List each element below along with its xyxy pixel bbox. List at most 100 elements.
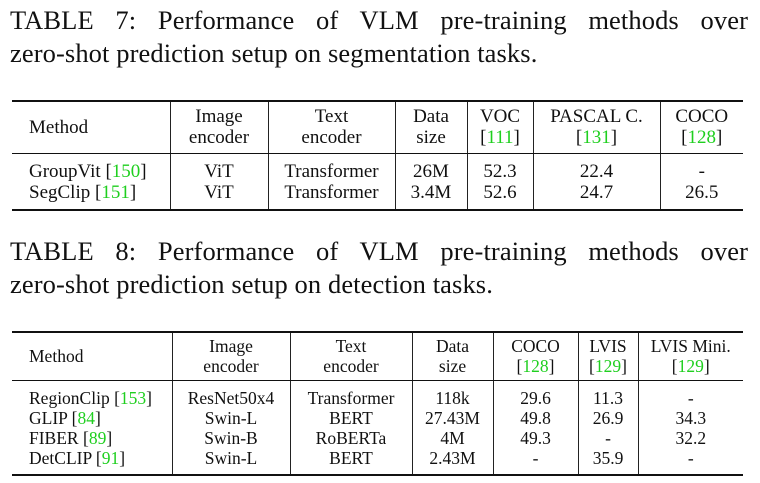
- citation-number: 131: [582, 127, 611, 149]
- header-text: Text: [314, 106, 349, 128]
- table-cell: BERT: [289, 447, 412, 475]
- citation-number: 129: [677, 356, 704, 377]
- table-cell: Transformer: [267, 181, 395, 210]
- column-header: Method: [12, 101, 170, 154]
- method-name: GroupVit: [29, 160, 101, 182]
- caption-line: TABLE 7: Performance of VLM pre-training…: [10, 5, 748, 35]
- method-cell: GroupVit [150]: [12, 153, 170, 182]
- citation-number: 129: [594, 356, 622, 377]
- table-cell: 24.7: [532, 181, 660, 210]
- table-cell: ViT: [169, 181, 268, 210]
- table-cell: 22.4: [532, 153, 660, 182]
- header-text: COCO: [511, 336, 560, 357]
- header-text: Data: [435, 336, 470, 357]
- method-name: SegClip: [29, 181, 91, 203]
- header-row: Method Image encoder Text encoder Data size COC…: [12, 332, 743, 381]
- column-header: COCO [128]: [492, 332, 578, 381]
- table-cell: -: [637, 447, 743, 475]
- column-header: LVIS [129]: [577, 332, 638, 381]
- header-text: encoder: [301, 127, 362, 149]
- table-cell: Swin-L: [171, 447, 290, 475]
- table-cell: Transformer: [289, 380, 412, 408]
- citation: [131]: [575, 127, 618, 149]
- table-row: DetCLIP [91] Swin-L BERT 2.43M -35.9-: [12, 447, 743, 475]
- header-text: size: [438, 356, 467, 377]
- column-header: Data size: [394, 101, 467, 154]
- table-cell: 49.3: [492, 427, 578, 448]
- caption-line: zero-shot prediction setup on detection …: [10, 269, 493, 299]
- column-header: Text encoder: [289, 332, 412, 381]
- table-cell: RoBERTa: [289, 427, 412, 448]
- header-row: Method Image encoder Text encoder Data size VOC…: [12, 101, 743, 154]
- table-cell: 32.2: [637, 427, 743, 448]
- column-header: LVIS Mini. [129]: [637, 332, 743, 381]
- citation: [128]: [681, 127, 723, 149]
- table-row: SegClip [151] ViT Transformer 3.4M 52.6 24.7 2…: [12, 181, 743, 210]
- table-cell: 26.9: [577, 407, 638, 428]
- citation: [153]: [114, 387, 152, 408]
- citation: [128]: [516, 356, 555, 377]
- header-text: LVIS: [589, 336, 627, 357]
- table-row: GroupVit [150] ViT Transformer 26M 52.3 22.4-: [12, 153, 743, 182]
- table-cell: Transformer: [267, 153, 395, 182]
- citation-number: 89: [88, 427, 107, 448]
- method-cell: SegClip [151]: [12, 182, 170, 210]
- table-cell: 4M: [411, 427, 493, 448]
- header-text: encoder: [203, 356, 259, 377]
- table-8-caption: TABLE 8: Performance of VLM pre-training…: [10, 235, 748, 301]
- method-name: RegionClip: [29, 387, 110, 408]
- table-cell: 52.6: [466, 181, 533, 210]
- citation: [89]: [82, 427, 113, 448]
- column-header: VOC [111]: [466, 101, 533, 154]
- citation: [129]: [589, 356, 627, 377]
- citation-number: 128: [687, 127, 717, 149]
- column-header: Data size: [411, 332, 493, 381]
- table-row: RegionClip [153] ResNet50x4 Transformer 118…: [12, 380, 743, 408]
- header-text: Image: [209, 336, 253, 357]
- table-cell: 118k: [411, 380, 493, 408]
- citation: [150]: [105, 160, 147, 182]
- table-cell: -: [659, 153, 743, 182]
- table-cell: Swin-B: [171, 427, 290, 448]
- table-cell: -: [577, 427, 638, 448]
- method-name: FIBER: [29, 427, 79, 448]
- citation-number: 150: [111, 160, 141, 182]
- table-cell: 52.3: [466, 153, 533, 182]
- method-name: GLIP: [29, 407, 68, 428]
- citation-number: 151: [101, 181, 130, 203]
- header-text: COCO: [675, 106, 729, 128]
- header-text: PASCAL C.: [550, 106, 643, 128]
- table-7-caption: TABLE 7: Performance of VLM pre-training…: [10, 4, 748, 70]
- table-cell: 49.8: [492, 407, 578, 428]
- table-8: Method Image encoder Text encoder Data size COC…: [12, 331, 743, 476]
- citation: [84]: [71, 407, 101, 428]
- method-cell: FIBER [89]: [12, 428, 172, 448]
- column-header: COCO [128]: [659, 101, 743, 154]
- header-text: Text: [335, 336, 367, 357]
- citation-number: 84: [77, 407, 95, 428]
- citation: [151]: [94, 181, 137, 203]
- table-7: Method Image encoder Text encoder Data size VOC…: [12, 100, 743, 211]
- header-text: LVIS Mini.: [650, 336, 731, 357]
- method-name: DetCLIP: [29, 447, 92, 468]
- citation: [111]: [480, 127, 520, 149]
- table-cell: ResNet50x4: [171, 380, 290, 408]
- citation-number: 128: [522, 356, 549, 377]
- caption-line: zero-shot prediction setup on segmentati…: [10, 38, 538, 68]
- header-text: Method: [29, 116, 89, 138]
- method-cell: RegionClip [153]: [12, 380, 172, 408]
- table-cell: -: [492, 447, 578, 475]
- table-cell: 27.43M: [411, 407, 493, 428]
- table-cell: 3.4M: [394, 181, 467, 210]
- table-cell: 35.9: [577, 447, 638, 475]
- header-text: Method: [29, 346, 84, 367]
- column-header: PASCAL C. [131]: [532, 101, 660, 154]
- header-text: encoder: [323, 356, 379, 377]
- header-text: size: [416, 127, 446, 149]
- table-cell: 2.43M: [411, 447, 493, 475]
- method-cell: DetCLIP [91]: [12, 448, 172, 475]
- caption-line: TABLE 8: Performance of VLM pre-training…: [10, 236, 748, 266]
- method-cell: GLIP [84]: [12, 408, 172, 428]
- citation: [129]: [671, 356, 710, 377]
- table-row: FIBER [89] Swin-B RoBERTa 4M 49.3-32.2: [12, 427, 743, 448]
